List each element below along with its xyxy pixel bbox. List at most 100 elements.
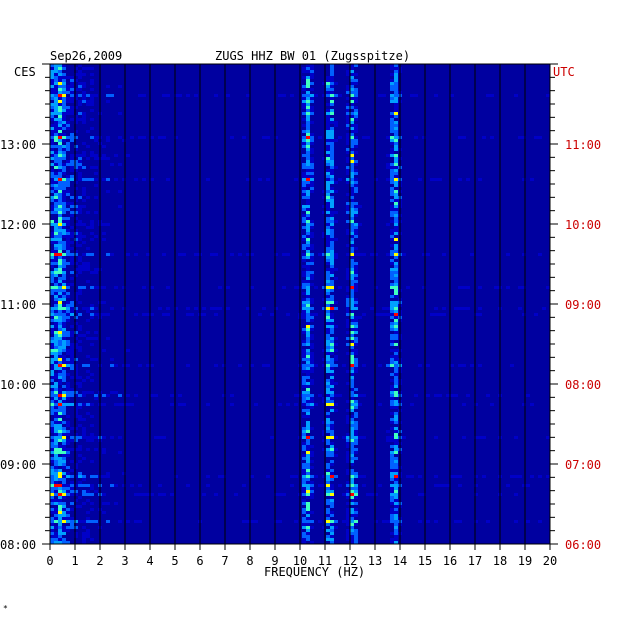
- spectrogram-cell: [346, 205, 350, 208]
- spectrogram-cell: [82, 97, 86, 100]
- spectrogram-cell: [90, 73, 94, 76]
- spectrogram-cell: [58, 328, 62, 331]
- spectrogram-cell: [58, 133, 62, 136]
- spectrogram-cell: [74, 196, 78, 199]
- spectrogram-cell: [326, 469, 330, 472]
- spectrogram-cell: [350, 376, 354, 379]
- spectrogram-cell: [66, 127, 70, 130]
- spectrogram-cell: [338, 94, 342, 97]
- spectrogram-cell: [74, 406, 78, 409]
- spectrogram-cell: [394, 184, 398, 187]
- spectrogram-cell: [74, 475, 78, 478]
- spectrogram-cell: [74, 535, 78, 538]
- spectrogram-cell: [306, 109, 310, 112]
- spectrogram-cell: [330, 127, 334, 130]
- spectrogram-cell: [394, 205, 398, 208]
- spectrogram-cell: [330, 145, 334, 148]
- spectrogram-cell: [66, 361, 70, 364]
- spectrogram-cell: [74, 409, 78, 412]
- spectrogram-cell: [302, 535, 306, 538]
- spectrogram-cell: [358, 394, 362, 397]
- spectrogram-cell: [82, 286, 86, 289]
- spectrogram-cell: [62, 268, 66, 271]
- spectrogram-cell: [58, 394, 62, 397]
- spectrogram-cell: [302, 487, 306, 490]
- spectrogram-cell: [54, 502, 58, 505]
- spectrogram-cell: [310, 355, 314, 358]
- spectrogram-cell: [62, 196, 66, 199]
- spectrogram-cell: [50, 280, 54, 283]
- spectrogram-cell: [330, 226, 334, 229]
- spectrogram-cell: [66, 244, 70, 247]
- spectrogram-cell: [350, 121, 354, 124]
- spectrogram-cell: [394, 211, 398, 214]
- spectrogram-cell: [54, 157, 58, 160]
- spectrogram-cell: [50, 187, 54, 190]
- spectrogram-cell: [302, 385, 306, 388]
- spectrogram-cell: [62, 448, 66, 451]
- spectrogram-cell: [354, 493, 358, 496]
- spectrogram-cell: [138, 136, 142, 139]
- spectrogram-cell: [134, 493, 138, 496]
- spectrogram-cell: [302, 208, 306, 211]
- spectrogram-cell: [394, 145, 398, 148]
- spectrogram-cell: [302, 76, 306, 79]
- spectrogram-cell: [390, 388, 394, 391]
- spectrogram-cell: [74, 160, 78, 163]
- spectrogram-cell: [62, 229, 66, 232]
- spectrogram-cell: [58, 403, 62, 406]
- spectrogram-cell: [50, 154, 54, 157]
- spectrogram-cell: [354, 160, 358, 163]
- spectrogram-cell: [54, 421, 58, 424]
- spectrogram-cell: [394, 328, 398, 331]
- spectrogram-cell: [330, 298, 334, 301]
- spectrogram-cell: [350, 535, 354, 538]
- spectrogram-cell: [58, 388, 62, 391]
- spectrogram-cell: [390, 439, 394, 442]
- spectrogram-cell: [390, 148, 394, 151]
- spectrogram-cell: [66, 382, 70, 385]
- spectrogram-cell: [78, 211, 82, 214]
- spectrogram-cell: [82, 199, 86, 202]
- spectrogram-cell: [346, 127, 350, 130]
- spectrogram-cell: [346, 520, 350, 523]
- spectrogram-cell: [350, 217, 354, 220]
- spectrogram-cell: [54, 535, 58, 538]
- spectrogram-cell: [274, 493, 278, 496]
- spectrogram-cell: [226, 307, 230, 310]
- spectrogram-cell: [70, 427, 74, 430]
- spectrogram-cell: [62, 271, 66, 274]
- x-tick-label: 11: [318, 554, 332, 568]
- spectrogram-cell: [454, 475, 458, 478]
- spectrogram-cell: [62, 412, 66, 415]
- spectrogram-cell: [74, 154, 78, 157]
- spectrogram-cell: [350, 508, 354, 511]
- spectrogram-cell: [70, 82, 74, 85]
- spectrogram-cell: [390, 244, 394, 247]
- spectrogram-cell: [66, 430, 70, 433]
- spectrogram-cell: [394, 391, 398, 394]
- spectrogram-cell: [410, 94, 414, 97]
- spectrogram-cell: [334, 382, 338, 385]
- spectrogram-cell: [54, 244, 58, 247]
- spectrogram-cell: [78, 424, 82, 427]
- spectrogram-cell: [330, 82, 334, 85]
- spectrogram-cell: [66, 475, 70, 478]
- spectrogram-cell: [74, 439, 78, 442]
- spectrogram-cell: [346, 511, 350, 514]
- spectrogram-cell: [306, 169, 310, 172]
- spectrogram-cell: [394, 406, 398, 409]
- spectrogram-cell: [54, 220, 58, 223]
- spectrogram-cell: [62, 166, 66, 169]
- spectrogram-cell: [326, 259, 330, 262]
- spectrogram-cell: [302, 397, 306, 400]
- spectrogram-cell: [394, 265, 398, 268]
- spectrogram-cell: [310, 256, 314, 259]
- spectrogram-cell: [70, 163, 74, 166]
- spectrogram-cell: [350, 388, 354, 391]
- spectrogram-cell: [350, 487, 354, 490]
- spectrogram-cell: [326, 343, 330, 346]
- spectrogram-cell: [50, 478, 54, 481]
- spectrogram-cell: [106, 157, 110, 160]
- spectrogram-cell: [394, 76, 398, 79]
